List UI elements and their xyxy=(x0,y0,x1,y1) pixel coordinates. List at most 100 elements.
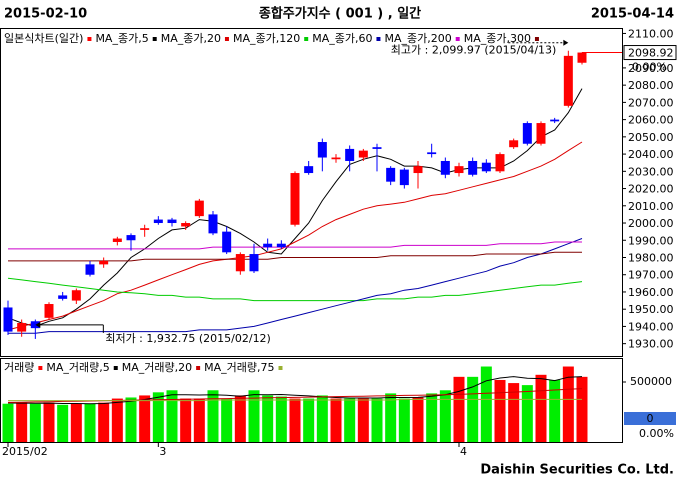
candle-body xyxy=(358,150,368,158)
start-date: 2015-02-10 xyxy=(4,7,87,22)
candle-body xyxy=(71,290,81,301)
volume-bar xyxy=(139,395,151,442)
candle-body xyxy=(290,173,300,225)
end-date: 2015-04-14 xyxy=(591,7,674,22)
candle-body xyxy=(331,157,341,160)
y-tick-label: 1940.00 xyxy=(628,320,674,333)
volume-bar xyxy=(70,403,82,442)
y-tick-label: 2110.00 xyxy=(628,27,674,40)
candle-body xyxy=(481,162,491,172)
candle-body xyxy=(222,231,232,253)
legend-swatch xyxy=(278,366,283,370)
volume-bar xyxy=(494,379,506,442)
volume-ma-line xyxy=(7,376,583,405)
candle-body xyxy=(44,304,54,318)
candle-body xyxy=(30,321,40,329)
candle-body xyxy=(386,167,396,182)
x-tick-label: 3 xyxy=(159,445,166,458)
y-tick-label: 2070.00 xyxy=(628,96,674,109)
volume-bar xyxy=(549,379,561,442)
candle-body xyxy=(413,166,423,174)
last-price-label: 2098.92 xyxy=(628,47,674,60)
volume-bar xyxy=(535,374,547,442)
y-tick-label: 2050.00 xyxy=(628,131,674,144)
volume-bar xyxy=(29,403,41,442)
candle-body xyxy=(58,295,68,299)
volume-bar xyxy=(289,398,301,442)
legend-item: MA_거래량,20 xyxy=(122,361,192,374)
volume-bar xyxy=(576,376,588,442)
ma-line xyxy=(7,141,583,331)
candle-body xyxy=(276,243,286,248)
candle-body xyxy=(126,235,136,241)
chart-title: 종합주가지수 ( 001 ) , 일간 xyxy=(259,6,421,22)
legend-item: MA_거래량,5 xyxy=(46,361,109,374)
annotation-arrow xyxy=(35,321,41,328)
candle-body xyxy=(235,254,245,272)
candle-body xyxy=(427,152,437,155)
y-tick-label: 2080.00 xyxy=(628,79,674,92)
candle-body xyxy=(208,214,218,234)
volume-bar xyxy=(207,390,219,442)
candle-body xyxy=(454,166,464,174)
legend-swatch xyxy=(196,366,201,370)
candle-body xyxy=(112,238,122,242)
volume-bar xyxy=(344,398,356,442)
volume-bar xyxy=(398,398,410,442)
candle-body xyxy=(17,322,27,332)
legend-swatch xyxy=(455,37,460,41)
candle-body xyxy=(153,219,163,224)
volume-bar xyxy=(152,392,164,442)
candle-body xyxy=(372,147,382,149)
volume-ma-line xyxy=(8,398,582,402)
volume-bar xyxy=(467,376,479,442)
legend-item: MA_종가,5 xyxy=(95,32,148,45)
x-tick-label: 4 xyxy=(460,445,467,458)
volume-bar xyxy=(57,404,69,442)
legend-item: MA_종가,60 xyxy=(312,32,372,45)
volume-panel xyxy=(0,358,623,443)
volume-bar xyxy=(480,366,492,442)
volume-bar xyxy=(275,396,287,442)
candle-body xyxy=(85,264,95,275)
candle-body xyxy=(550,119,560,122)
volume-bar xyxy=(521,385,533,442)
volume-bar xyxy=(111,398,123,442)
volume-change-pct: 0.00% xyxy=(639,427,674,440)
y-tick-label: 1990.00 xyxy=(628,234,674,247)
volume-bar xyxy=(562,366,574,442)
y-tick-label: 2000.00 xyxy=(628,217,674,230)
y-tick-label: 2030.00 xyxy=(628,165,674,178)
volume-bar xyxy=(330,398,342,442)
volume-bar xyxy=(371,398,383,442)
candle-body xyxy=(181,223,191,227)
annotation-arrow xyxy=(563,39,569,46)
volume-bar xyxy=(412,397,424,442)
candle-body xyxy=(345,148,355,161)
ma-line xyxy=(8,241,582,250)
legend-swatch xyxy=(38,366,43,370)
volume-bar xyxy=(248,390,260,442)
footer: Daishin Securities Co. Ltd. xyxy=(480,463,674,478)
candle-body xyxy=(399,169,409,186)
candle-body xyxy=(304,166,314,174)
volume-bar xyxy=(303,398,315,442)
candle-body xyxy=(99,260,109,265)
candle-body xyxy=(495,154,505,172)
last-price-box xyxy=(623,45,677,61)
volume-bar xyxy=(385,393,397,442)
legend-swatch xyxy=(304,37,309,41)
candle-body xyxy=(536,123,546,144)
y-tick-label: 1980.00 xyxy=(628,251,674,264)
y-tick-label: 2090.00 xyxy=(628,62,674,75)
y-tick-label: 1950.00 xyxy=(628,303,674,316)
candle-body xyxy=(440,160,450,175)
candle-body xyxy=(3,307,13,332)
volume-bar xyxy=(234,395,246,442)
volume-bar xyxy=(125,397,137,442)
volume-bar xyxy=(166,390,178,442)
legend-label: 거래량 xyxy=(4,361,34,374)
volume-bar xyxy=(84,403,96,442)
y-tick-label: 1960.00 xyxy=(628,286,674,299)
